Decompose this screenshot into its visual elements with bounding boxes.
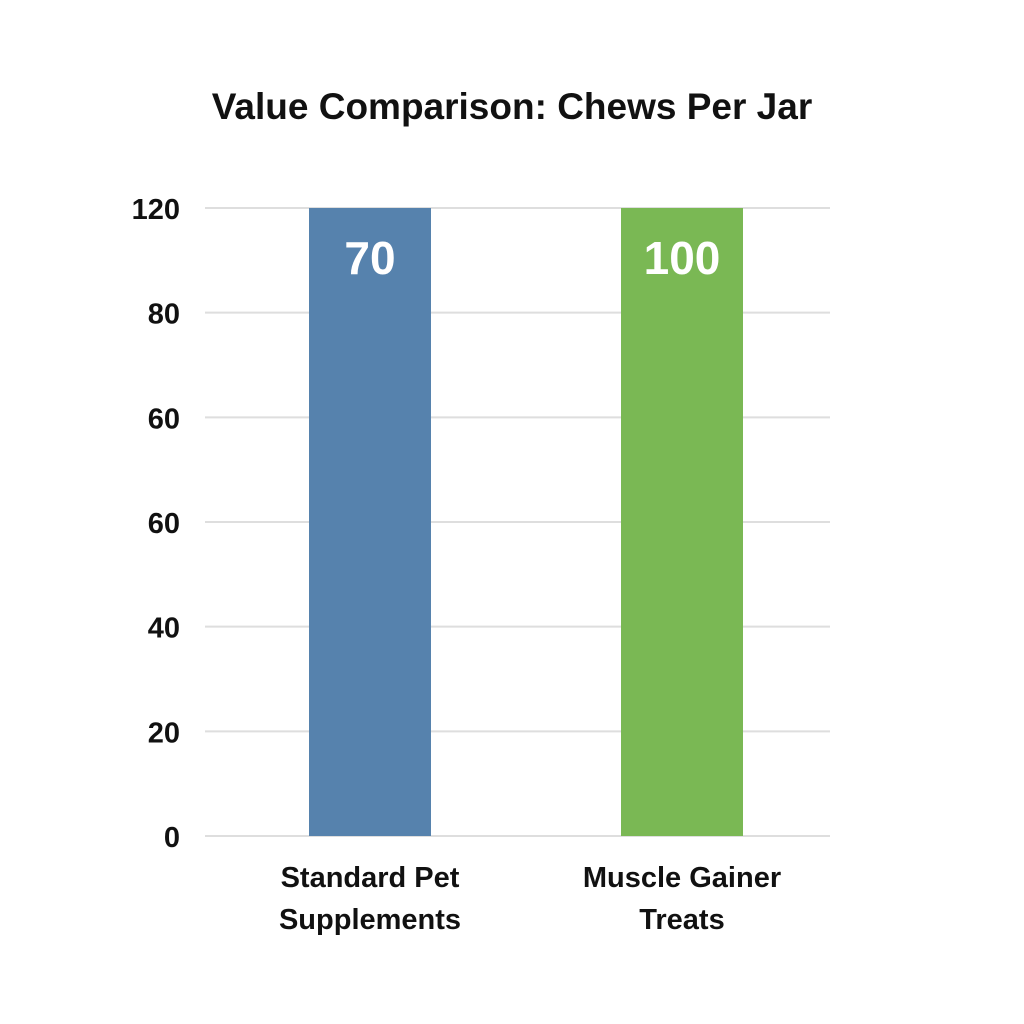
x-tick-label: Treats: [639, 904, 724, 936]
y-tick-label: 40: [148, 613, 180, 645]
data-label: 100: [644, 232, 721, 284]
bar: [621, 208, 743, 836]
y-tick-label: 60: [148, 508, 180, 540]
data-label: 70: [344, 232, 395, 284]
y-tick-label: 0: [164, 822, 180, 854]
data-labels: 70 100: [344, 232, 720, 284]
y-tick-label: 20: [148, 717, 180, 749]
x-axis-labels: Standard Pet Supplements Muscle Gainer Trea…: [279, 862, 781, 936]
bars: [309, 208, 743, 836]
y-tick-label: 120: [132, 194, 180, 226]
chart-title: Value Comparison: Chews Per Jar: [211, 86, 813, 127]
x-tick-label: Standard Pet: [281, 862, 460, 894]
x-tick-label: Supplements: [279, 904, 461, 936]
y-tick-label: 80: [148, 299, 180, 331]
bar: [309, 208, 431, 836]
y-tick-label: 60: [148, 403, 180, 435]
y-axis-ticks: 0 20 40 60 60 80 120: [132, 194, 180, 854]
x-tick-label: Muscle Gainer: [583, 862, 781, 894]
